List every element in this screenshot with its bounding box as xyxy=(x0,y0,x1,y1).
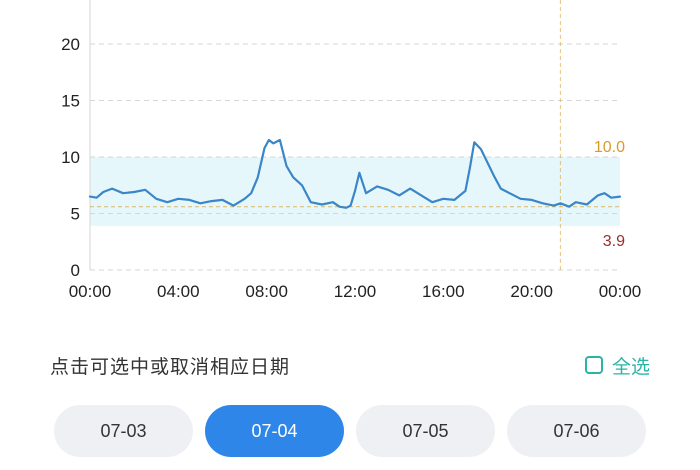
select-all-label: 全选 xyxy=(611,355,650,378)
date-chip-07-03[interactable]: 07-03 xyxy=(54,405,193,457)
select-controls: 点击可选中或取消相应日期 全选 xyxy=(50,344,650,386)
select-all-toggle[interactable]: 全选 xyxy=(584,352,650,379)
x-tick-label: 20:00 xyxy=(510,282,553,301)
date-chip-row: 07-03 07-04 07-05 07-06 xyxy=(54,405,646,461)
y-tick-label: 10 xyxy=(61,148,80,167)
glucose-series-line xyxy=(88,138,622,209)
y-tick-label: 20 xyxy=(61,35,80,54)
date-chip-07-05[interactable]: 07-05 xyxy=(356,405,495,457)
x-tick-label: 08:00 xyxy=(245,282,288,301)
date-chip-07-04[interactable]: 07-04 xyxy=(205,405,344,457)
x-tick-label: 00:00 xyxy=(69,282,112,301)
x-tick-label: 12:00 xyxy=(334,282,377,301)
date-chip-07-06[interactable]: 07-06 xyxy=(507,405,646,457)
y-tick-label: 5 xyxy=(71,205,80,224)
glucose-line-chart: 0 5 10 15 20 00:00 04:00 08:00 12:00 16:00 20:00 00… xyxy=(61,0,642,301)
y-tick-label: 0 xyxy=(71,261,80,280)
x-tick-label: 16:00 xyxy=(422,282,465,301)
y-tick-label: 15 xyxy=(61,92,80,111)
select-hint-text: 点击可选中或取消相应日期 xyxy=(50,355,291,378)
x-tick-label: 00:00 xyxy=(599,282,642,301)
low-limit-label: 3.9 xyxy=(603,233,625,250)
select-all-checkbox[interactable] xyxy=(584,356,603,374)
high-limit-label: 10.0 xyxy=(594,139,625,156)
x-tick-label: 04:00 xyxy=(157,282,200,301)
